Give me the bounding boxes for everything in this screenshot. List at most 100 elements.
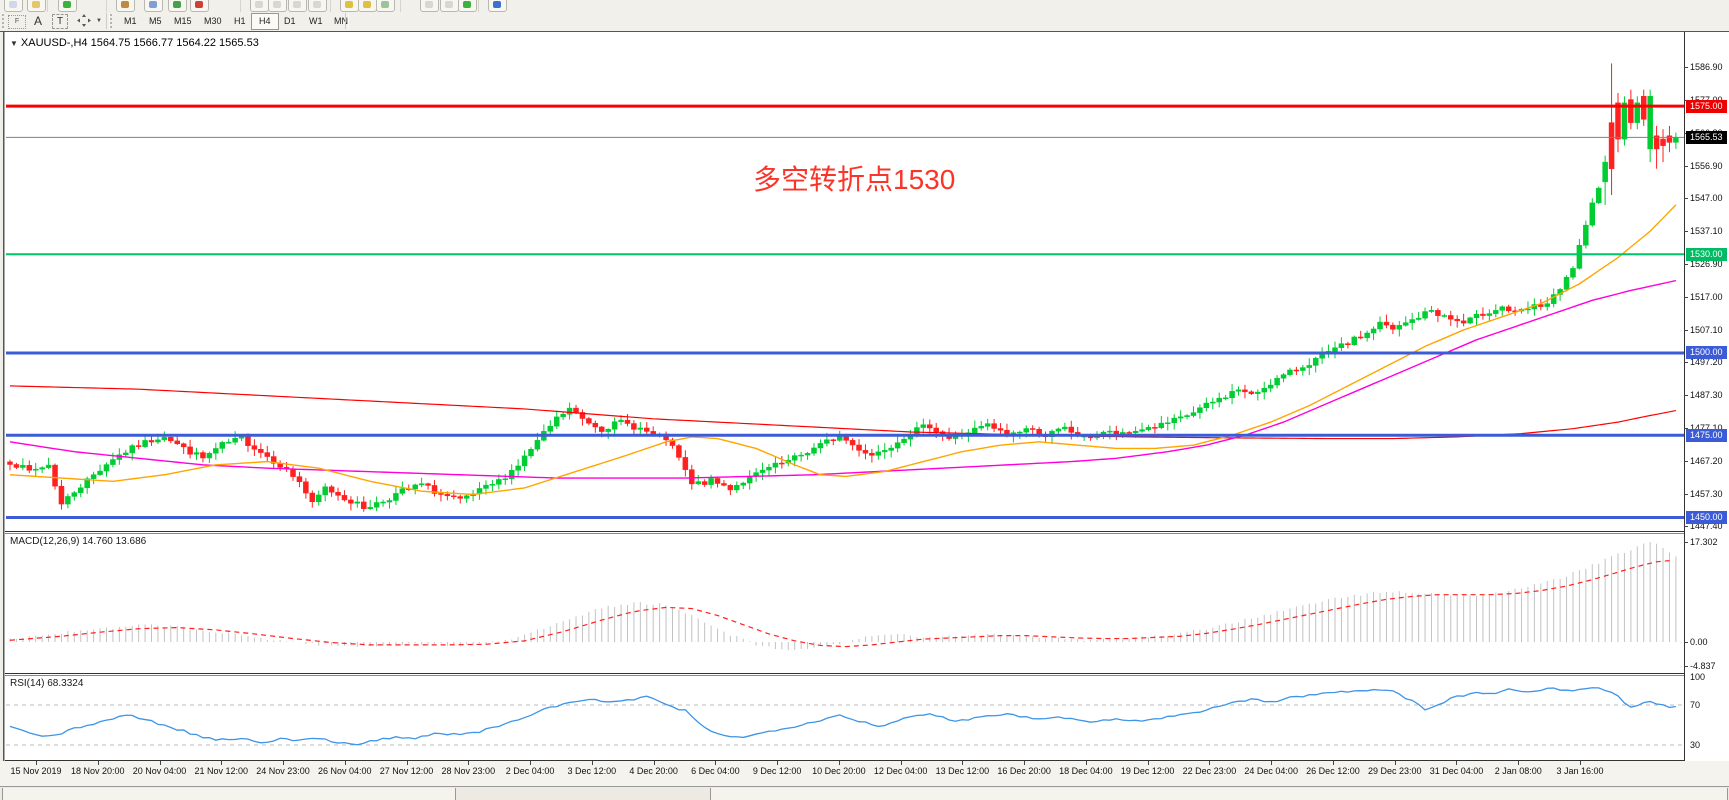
price-level-label: 1500.00 <box>1686 346 1727 360</box>
x-axis-tick <box>530 761 532 765</box>
x-axis-tick <box>838 761 840 765</box>
new-chart-icon[interactable] <box>4 0 23 12</box>
price-tick-mark <box>1684 198 1688 200</box>
rsi-pane[interactable] <box>6 676 1684 760</box>
price-level-label: 1450.00 <box>1686 511 1727 525</box>
add-chart-icon[interactable] <box>58 0 77 12</box>
x-axis-label: 26 Nov 04:00 <box>318 766 372 776</box>
hline-icon[interactable] <box>288 0 307 12</box>
price-tick-label: 1537.10 <box>1690 225 1723 236</box>
chart-tab[interactable] <box>2 788 456 800</box>
toolbar-grip[interactable] <box>2 14 7 28</box>
add-indicator-icon-glyph <box>463 1 471 8</box>
x-axis-tick <box>591 761 593 765</box>
indicator-icon[interactable] <box>420 0 439 12</box>
price-chart-pane[interactable] <box>6 34 1684 531</box>
pane-separator[interactable] <box>4 531 1684 532</box>
timeframe-button-m1[interactable]: M1 <box>124 16 137 26</box>
grid-tool-button[interactable]: F <box>8 15 26 29</box>
price-tick-label: 1507.10 <box>1690 324 1723 335</box>
x-axis-label: 24 Dec 04:00 <box>1244 766 1298 776</box>
timeframe-button-d1[interactable]: D1 <box>284 16 296 26</box>
price-tick-label: 1447.40 <box>1690 521 1723 532</box>
zoom-icon[interactable] <box>27 0 46 12</box>
toolbar-grip[interactable] <box>110 14 115 28</box>
chart-annotation-text[interactable]: 多空转折点1530 <box>753 164 956 195</box>
x-axis-label: 26 Dec 12:00 <box>1306 766 1360 776</box>
chart-tab[interactable] <box>710 788 1728 800</box>
timeframe-button-w1[interactable]: W1 <box>309 16 323 26</box>
toolbar-separator <box>106 13 110 29</box>
shapes-icon[interactable] <box>376 0 395 12</box>
x-axis-tick <box>777 761 779 765</box>
period-icon[interactable] <box>440 0 459 12</box>
fibo-icon-glyph <box>345 1 353 8</box>
window-icon[interactable] <box>144 0 163 12</box>
x-axis-tick <box>1394 761 1396 765</box>
arrows-dropdown-caret[interactable]: ▼ <box>96 18 102 24</box>
arrow-icon[interactable] <box>358 0 377 12</box>
timeframe-button-mn[interactable]: MN <box>334 16 348 26</box>
rsi-tick-label: 30 <box>1690 740 1701 750</box>
indicator-icon-glyph <box>425 1 433 8</box>
x-axis-tick <box>159 761 161 765</box>
x-axis-label: 6 Dec 04:00 <box>691 766 740 776</box>
autotrade-icon[interactable] <box>488 0 507 12</box>
timeframe-button-h4[interactable]: H4 <box>251 13 279 30</box>
price-tick-mark <box>1684 230 1688 232</box>
price-tick-label: 1477.10 <box>1690 423 1723 433</box>
macd-indicator-label: MACD(12,26,9) 14.760 13.686 <box>10 536 147 547</box>
timeframe-button-m15[interactable]: M15 <box>174 16 192 26</box>
price-level-label: 1475.00 <box>1686 428 1727 442</box>
cursor-icon[interactable] <box>250 0 269 12</box>
text-box-tool-button[interactable]: T <box>52 14 68 29</box>
x-axis-tick <box>1271 761 1273 765</box>
price-tick-label: 1497.20 <box>1690 357 1723 368</box>
timeframe-button-m30[interactable]: M30 <box>204 16 222 26</box>
fibo-icon[interactable] <box>340 0 359 12</box>
pane-separator[interactable] <box>4 673 1684 674</box>
play-icon[interactable] <box>168 0 187 12</box>
macd-tick-label: 17.302 <box>1690 537 1718 548</box>
shapes-icon-glyph <box>381 1 389 8</box>
price-tick-label: 1577.00 <box>1690 95 1723 105</box>
x-axis-tick <box>1024 761 1026 765</box>
price-level-label: 1575.00 <box>1686 99 1727 113</box>
macd-tick-label: 0.00 <box>1690 637 1708 647</box>
macd-pane[interactable] <box>6 533 1684 672</box>
collapse-triangle-icon[interactable]: ▼ <box>10 39 18 48</box>
template-icon[interactable] <box>116 0 135 12</box>
arrows-tool-button[interactable] <box>74 14 94 30</box>
timeframe-button-h1[interactable]: H1 <box>234 16 246 26</box>
x-axis-label: 16 Dec 20:00 <box>997 766 1051 776</box>
macd-tick-label: -4.837 <box>1690 661 1716 671</box>
vline-icon-glyph <box>313 1 321 8</box>
x-axis-tick <box>221 761 223 765</box>
price-tick-label: 1547.00 <box>1690 193 1723 204</box>
price-tick-mark <box>1684 264 1688 266</box>
add-chart-icon-glyph <box>63 1 71 8</box>
x-axis-label: 4 Dec 20:00 <box>629 766 678 776</box>
autotrade-icon-glyph <box>493 1 501 8</box>
toolbar-separator <box>240 0 241 12</box>
vline-icon[interactable] <box>308 0 327 12</box>
x-axis-label: 24 Nov 23:00 <box>256 766 310 776</box>
timeframe-button-m5[interactable]: M5 <box>149 16 162 26</box>
price-tick-label: 1517.00 <box>1690 292 1723 303</box>
crosshair-icon[interactable] <box>268 0 287 12</box>
toolbar-top <box>0 0 1729 13</box>
new-chart-icon-glyph <box>9 1 17 8</box>
price-tick-label: 1457.30 <box>1690 488 1723 499</box>
price-tick-mark <box>1684 493 1688 495</box>
x-axis-label: 10 Dec 20:00 <box>812 766 866 776</box>
x-axis-label: 22 Dec 23:00 <box>1182 766 1237 776</box>
price-tick-mark <box>1684 362 1688 364</box>
text-label-tool-glyph: A <box>33 14 42 28</box>
add-indicator-icon[interactable] <box>458 0 477 12</box>
arrows-icon <box>77 14 91 27</box>
x-axis-label: 20 Nov 04:00 <box>132 766 187 776</box>
toolbar-tools: F A T ▼ M1 M5 M15 M30 H1 H4 D1 W1 MN <box>0 12 1729 32</box>
stop-icon[interactable] <box>190 0 209 12</box>
x-axis-tick <box>1209 761 1211 765</box>
text-label-tool-button[interactable]: A <box>30 13 46 29</box>
